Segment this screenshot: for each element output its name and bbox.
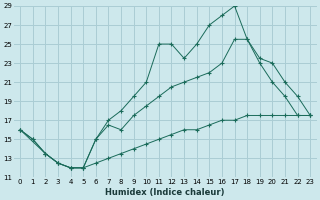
X-axis label: Humidex (Indice chaleur): Humidex (Indice chaleur)	[106, 188, 225, 197]
